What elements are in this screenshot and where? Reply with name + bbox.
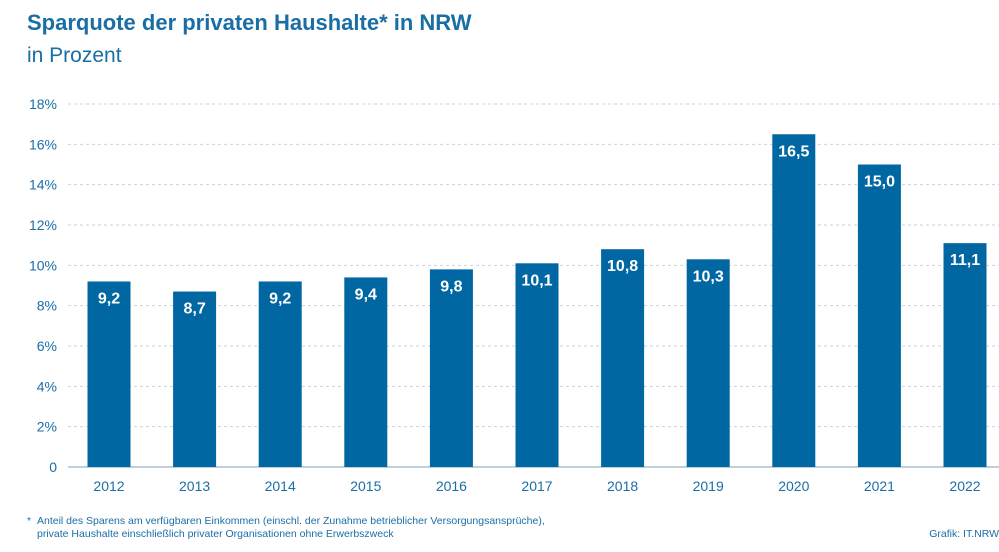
y-tick-label: 14% [29,177,57,193]
bar-value-label: 9,2 [98,290,120,307]
footnote-marker: * [27,515,32,527]
bar-value-label: 10,3 [693,268,724,285]
x-tick-label: 2017 [521,478,552,494]
bar [258,281,302,467]
bar [601,249,645,467]
bar-value-label: 11,1 [950,252,980,269]
x-tick-label: 2019 [693,478,724,494]
bar [173,291,217,467]
y-tick-label: 2% [37,419,57,435]
x-tick-label: 2014 [265,478,296,494]
y-tick-label: 18% [29,96,57,112]
x-tick-label: 2012 [93,478,124,494]
y-tick-label: 12% [29,217,57,233]
y-tick-label: 10% [29,257,57,273]
x-tick-label: 2015 [350,478,381,494]
bar-value-label: 10,8 [607,258,638,275]
bar [515,263,559,467]
x-tick-label: 2016 [436,478,467,494]
x-tick-label: 2013 [179,478,210,494]
y-tick-label: 8% [37,298,57,314]
footnote-line-2: private Haushalte einschließlich private… [37,528,394,540]
footnote: * Anteil des Sparens am verfügbaren Einko… [27,515,545,541]
bar-value-label: 8,7 [183,301,205,318]
source-credit: Grafik: IT.NRW [929,528,999,540]
bar [686,259,730,467]
bar [857,164,901,467]
bar [943,243,987,467]
x-tick-label: 2018 [607,478,638,494]
y-tick-label: 4% [37,378,57,394]
x-axis-ticks: 2012 2013 2014 2015 2016 2017 2018 2019 2020 2021… [93,478,980,494]
bar [344,277,388,467]
x-tick-label: 2021 [864,478,895,494]
y-tick-label: 0 [49,459,57,475]
bar-value-label: 10,1 [521,272,552,289]
bar-value-label: 15,0 [864,174,895,191]
y-axis-ticks: 0 2% 4% 6% 8% 10% 12% 14% 16% 18% [29,96,57,475]
y-tick-label: 16% [29,136,57,152]
bar-value-label: 9,8 [440,278,462,295]
bars: 9,2 8,7 9,2 9,4 9,8 10,1 10,8 10,3 16,5 15,0 11,1 [87,134,987,467]
footnote-line-1: Anteil des Sparens am verfügbaren Einkom… [37,515,545,527]
bar-value-label: 9,4 [355,286,377,303]
bar-value-label: 16,5 [778,143,809,160]
bar [87,281,131,467]
bar [772,134,816,467]
chart-subtitle: in Prozent [27,44,122,67]
bar [429,269,473,467]
bar-value-label: 9,2 [269,290,291,307]
x-tick-label: 2022 [949,478,980,494]
chart-title: Sparquote der privaten Haushalte* in NRW [27,10,472,35]
y-tick-label: 6% [37,338,57,354]
x-tick-label: 2020 [778,478,809,494]
